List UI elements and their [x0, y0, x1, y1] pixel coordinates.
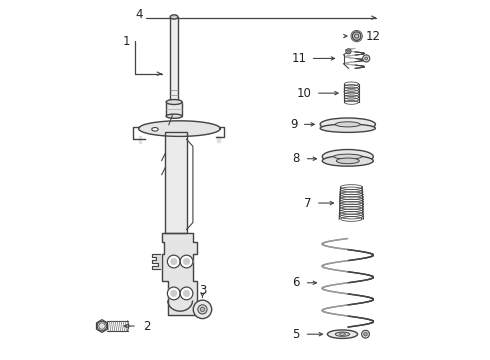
Ellipse shape — [320, 118, 375, 131]
Ellipse shape — [200, 307, 205, 311]
Circle shape — [168, 287, 180, 300]
Ellipse shape — [363, 55, 370, 62]
Ellipse shape — [152, 127, 158, 131]
Ellipse shape — [193, 300, 212, 319]
Text: 1: 1 — [122, 35, 130, 48]
Ellipse shape — [166, 114, 182, 118]
Ellipse shape — [170, 15, 178, 19]
Ellipse shape — [320, 124, 375, 132]
Text: 9: 9 — [290, 118, 297, 131]
Text: 12: 12 — [366, 30, 381, 42]
Ellipse shape — [335, 332, 349, 336]
Circle shape — [171, 291, 176, 296]
Text: 2: 2 — [143, 320, 150, 333]
FancyBboxPatch shape — [170, 17, 178, 102]
Ellipse shape — [364, 332, 368, 336]
Text: 6: 6 — [293, 276, 300, 289]
Ellipse shape — [347, 50, 349, 53]
Text: 10: 10 — [297, 87, 312, 100]
Polygon shape — [139, 121, 220, 136]
Circle shape — [180, 255, 193, 268]
Polygon shape — [162, 233, 197, 315]
Text: 11: 11 — [292, 52, 306, 65]
Circle shape — [184, 291, 189, 296]
Ellipse shape — [336, 158, 359, 164]
Ellipse shape — [362, 330, 369, 338]
Circle shape — [184, 259, 189, 264]
Polygon shape — [217, 136, 220, 142]
Ellipse shape — [340, 333, 345, 336]
Ellipse shape — [335, 122, 360, 127]
Ellipse shape — [334, 154, 362, 159]
Ellipse shape — [322, 156, 373, 166]
Text: 3: 3 — [199, 284, 206, 297]
Polygon shape — [139, 136, 141, 143]
Circle shape — [180, 287, 193, 300]
Ellipse shape — [352, 32, 361, 40]
Ellipse shape — [327, 330, 358, 338]
Polygon shape — [97, 320, 107, 332]
Circle shape — [171, 259, 176, 264]
Ellipse shape — [322, 149, 373, 164]
Ellipse shape — [346, 49, 351, 54]
FancyBboxPatch shape — [165, 132, 187, 233]
Ellipse shape — [166, 100, 182, 104]
Ellipse shape — [355, 34, 359, 38]
Ellipse shape — [365, 57, 368, 60]
Circle shape — [168, 255, 180, 268]
Ellipse shape — [198, 305, 207, 314]
Text: 4: 4 — [135, 8, 143, 21]
FancyBboxPatch shape — [166, 102, 182, 116]
Text: 5: 5 — [293, 328, 300, 341]
Polygon shape — [152, 254, 160, 269]
Text: 8: 8 — [293, 152, 300, 165]
Text: 7: 7 — [304, 197, 312, 210]
